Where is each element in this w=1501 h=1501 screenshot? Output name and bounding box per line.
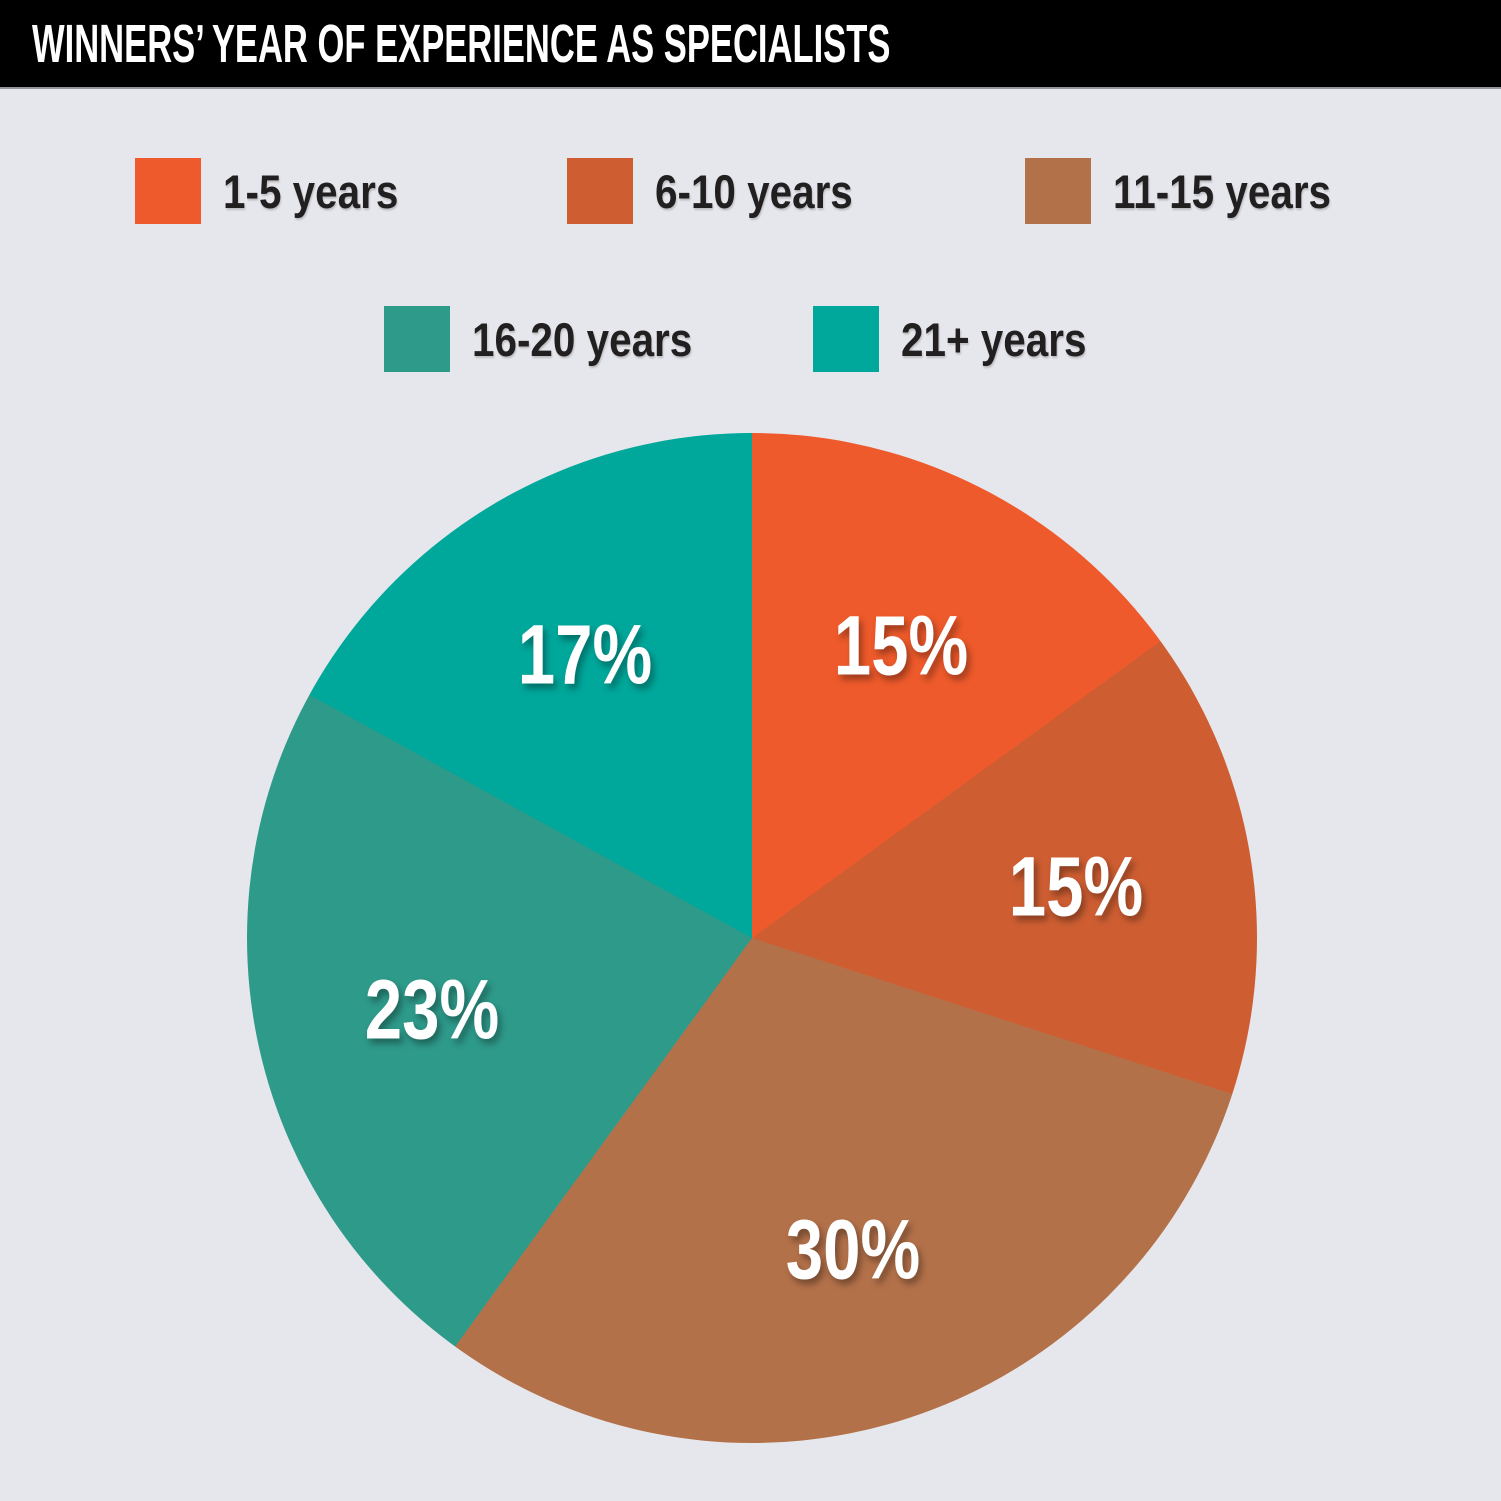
legend-row-2: 16-20 years 21+ years: [0, 306, 1501, 372]
legend-swatch-icon: [384, 306, 451, 372]
legend-item-16-20-years: 16-20 years: [384, 306, 728, 372]
legend-swatch-icon: [813, 306, 880, 372]
title-bar: WINNERS’ YEAR OF EXPERIENCE AS SPECIALIS…: [0, 0, 1501, 89]
pie-chart: [247, 433, 1257, 1443]
legend-label: 16-20 years: [472, 312, 693, 366]
page-title: WINNERS’ YEAR OF EXPERIENCE AS SPECIALIS…: [32, 13, 891, 74]
legend-item-21-years: 21+ years: [813, 306, 1117, 372]
legend-swatch-icon: [566, 158, 633, 224]
legend-label: 6-10 years: [654, 164, 853, 218]
legend-swatch-icon: [134, 158, 201, 224]
legend-swatch-icon: [1024, 158, 1091, 224]
legend-label: 21+ years: [901, 312, 1087, 366]
slice-value-label: 17%: [517, 607, 653, 702]
slice-value-label: 15%: [1008, 839, 1144, 934]
legend-label: 11-15 years: [1112, 164, 1331, 218]
slice-value-label: 23%: [364, 962, 499, 1057]
slice-value-label: 30%: [786, 1202, 921, 1297]
slice-value-label: 15%: [833, 598, 969, 693]
legend-item-6-10-years: 6-10 years: [566, 158, 885, 224]
legend-item-11-15-years: 11-15 years: [1024, 158, 1367, 224]
legend-item-1-5-years: 1-5 years: [134, 158, 427, 224]
legend-label: 1-5 years: [222, 164, 399, 218]
legend-row-1: 1-5 years 6-10 years 11-15 years: [0, 158, 1501, 224]
